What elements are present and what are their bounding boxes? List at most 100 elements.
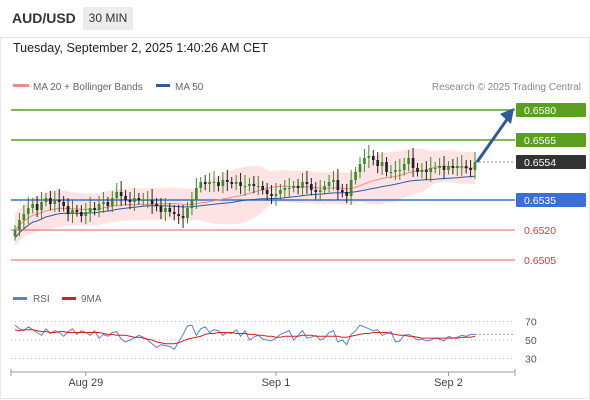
legend-rsi-ma-label: 9MA bbox=[81, 294, 102, 305]
candle-body bbox=[252, 184, 256, 186]
candle-body bbox=[380, 162, 384, 166]
candle-body bbox=[203, 182, 207, 184]
candle-body bbox=[75, 210, 79, 212]
candle-body bbox=[159, 206, 163, 212]
level-label-support: 0.6520 bbox=[524, 225, 556, 237]
symbol-label: AUD/USD bbox=[12, 10, 76, 26]
candle-body bbox=[57, 200, 61, 202]
level-label-resistance: 0.6580 bbox=[524, 105, 556, 117]
candle-body bbox=[88, 208, 92, 212]
x-tick-label: Aug 29 bbox=[68, 377, 103, 389]
candle-body bbox=[367, 156, 371, 158]
candle-body bbox=[243, 186, 247, 187]
candle-body bbox=[296, 186, 300, 188]
candle-body bbox=[429, 168, 433, 172]
candle-body bbox=[18, 220, 21, 230]
candle-body bbox=[84, 212, 88, 216]
current-price-box bbox=[516, 155, 586, 169]
price-levels bbox=[11, 109, 515, 261]
candle-body bbox=[332, 180, 335, 182]
candle-body bbox=[433, 168, 437, 169]
candle-body bbox=[172, 212, 176, 214]
candle-body bbox=[137, 198, 141, 200]
candle-body bbox=[13, 230, 17, 236]
candle-body bbox=[97, 204, 101, 210]
candle-body bbox=[407, 158, 410, 164]
rsi-tick-label: 70 bbox=[525, 316, 537, 328]
candle-body bbox=[35, 204, 39, 210]
candle-body bbox=[221, 180, 225, 186]
candle-body bbox=[168, 208, 172, 212]
candle-body bbox=[287, 188, 291, 189]
rsi-tick-label: 50 bbox=[525, 335, 537, 347]
candle-body bbox=[66, 206, 70, 214]
candle-body bbox=[217, 182, 220, 186]
candle-body bbox=[102, 202, 105, 204]
timeframe-button[interactable]: 30 MIN bbox=[83, 7, 133, 30]
candle-body bbox=[279, 190, 282, 194]
chart-header: AUD/USD 30 MIN bbox=[0, 0, 590, 38]
candle-body bbox=[314, 190, 318, 192]
timestamp: Tuesday, September 2, 2025 1:40:26 AM CE… bbox=[13, 41, 269, 55]
candle-body bbox=[212, 182, 216, 183]
candle-body bbox=[473, 162, 477, 170]
forecast-arrow bbox=[475, 108, 514, 163]
bollinger-band-area bbox=[15, 148, 475, 246]
legend-rsi-ma-swatch bbox=[62, 297, 76, 300]
level-box-resistance bbox=[516, 103, 586, 117]
candle-body bbox=[155, 204, 158, 206]
level-label-pivot: 0.6535 bbox=[524, 195, 556, 207]
candle-body bbox=[363, 158, 366, 164]
forecast-arrow-shaft bbox=[475, 117, 510, 163]
candle-body bbox=[150, 200, 154, 204]
candle-body bbox=[80, 212, 83, 216]
candle-body bbox=[261, 186, 265, 190]
legend-ma50-swatch bbox=[156, 84, 170, 87]
candle-body bbox=[327, 182, 331, 186]
candle-body bbox=[389, 172, 393, 173]
candle-body bbox=[420, 170, 424, 172]
level-labels: 0.6580 0.6565 0.6554 0.6535 0.6520 0.6505 bbox=[516, 103, 586, 267]
candle-body bbox=[186, 208, 189, 218]
candle-body bbox=[128, 200, 132, 202]
legend-ma20-label: MA 20 + Bollinger Bands bbox=[33, 82, 143, 93]
candle-body bbox=[230, 182, 234, 184]
candle-body bbox=[256, 186, 260, 187]
candle-body bbox=[124, 196, 127, 200]
candle-body bbox=[305, 182, 309, 184]
candle-body bbox=[71, 210, 74, 214]
candle-body bbox=[464, 166, 468, 168]
candle-body bbox=[133, 198, 136, 202]
candle-body bbox=[164, 208, 167, 212]
candle-body bbox=[354, 172, 357, 180]
candle-body bbox=[469, 168, 472, 170]
level-box-pivot bbox=[516, 193, 586, 207]
candle-body bbox=[270, 194, 273, 196]
candle-body bbox=[22, 214, 26, 220]
candle-body bbox=[345, 192, 349, 196]
candle-body bbox=[248, 184, 251, 186]
current-price-label: 0.6554 bbox=[524, 157, 556, 169]
candle-body bbox=[310, 184, 313, 190]
candle-body bbox=[358, 164, 362, 172]
candle-body bbox=[49, 198, 52, 204]
level-label-resistance: 0.6565 bbox=[524, 135, 556, 147]
legend-rsi-swatch bbox=[13, 297, 27, 300]
legend: MA 20 + Bollinger Bands MA 50 Research ©… bbox=[13, 82, 581, 93]
candle-body bbox=[265, 190, 269, 194]
candle-body bbox=[301, 182, 304, 188]
candle-body bbox=[292, 186, 295, 188]
candle-body bbox=[93, 208, 96, 210]
candle-body bbox=[208, 182, 211, 184]
candle-body bbox=[195, 188, 198, 200]
candle-body bbox=[349, 180, 353, 196]
candle-body bbox=[234, 182, 238, 184]
candle-body bbox=[323, 186, 326, 190]
candle-body bbox=[371, 156, 375, 160]
candle-body bbox=[110, 198, 114, 206]
candle-body bbox=[447, 166, 450, 170]
candle-body bbox=[199, 182, 203, 188]
candle-body bbox=[26, 208, 30, 214]
candle-body bbox=[402, 164, 406, 170]
candle-body bbox=[455, 166, 459, 168]
